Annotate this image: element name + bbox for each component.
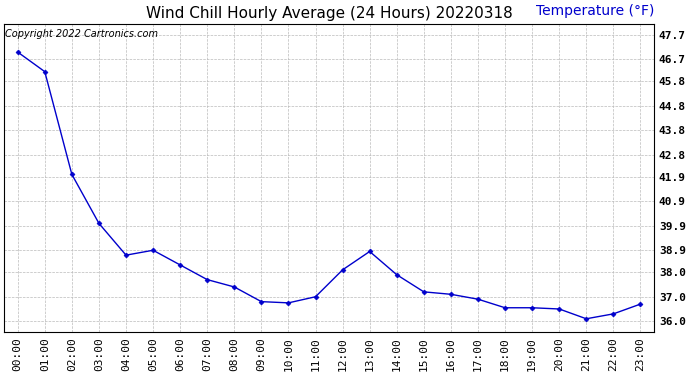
Text: Copyright 2022 Cartronics.com: Copyright 2022 Cartronics.com (5, 28, 158, 39)
Text: Temperature (°F): Temperature (°F) (535, 4, 654, 18)
Title: Wind Chill Hourly Average (24 Hours) 20220318: Wind Chill Hourly Average (24 Hours) 202… (146, 6, 513, 21)
